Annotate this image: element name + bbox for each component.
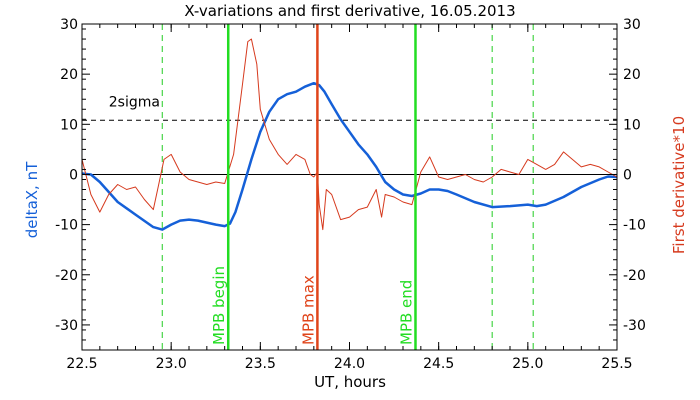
x-tick-label: 24.0	[334, 356, 365, 372]
x-tick-label: 25.0	[512, 356, 543, 372]
deltaX-series-line	[81, 81, 618, 231]
x-tick-label: 25.5	[601, 356, 632, 372]
y-tick-label-right: -10	[623, 218, 646, 234]
y-axis-right-label: First derivative*10	[670, 116, 688, 254]
y-tick-label-left: -30	[55, 318, 78, 334]
plot-area: 2sigma MPB begin MPB max MPB end	[81, 24, 618, 350]
mpb_begin-label: MPB begin	[210, 266, 228, 345]
y-tick-label-right: -20	[623, 268, 646, 284]
x-tick-label: 23.0	[156, 356, 187, 372]
y-tick-label-left: 0	[69, 167, 78, 183]
mpb_max-label: MPB max	[299, 275, 317, 345]
x-tick-label: 22.5	[66, 356, 97, 372]
chart-title: X-variations and first derivative, 16.05…	[184, 2, 515, 20]
y-tick-label-left: -10	[55, 218, 78, 234]
mpb_end-label: MPB end	[397, 280, 415, 345]
y-tick-label-left: 30	[60, 17, 78, 33]
x-tick-label: 23.5	[245, 356, 276, 372]
y-axis-left-label: deltaX, nT	[23, 161, 41, 238]
x-axis-label: UT, hours	[314, 373, 386, 391]
derivative-series-line	[81, 38, 618, 231]
y-tick-label-left: 10	[60, 117, 78, 133]
y-tick-label-right: 0	[623, 167, 632, 183]
axes: 22.5 23.0 23.5 24.0 24.5 25.0 25.5 -30 -30 -20 -20…	[55, 17, 646, 372]
y-tick-label-right: -30	[623, 318, 646, 334]
y-tick-label-left: 20	[60, 67, 78, 83]
y-tick-label-left: -20	[55, 268, 78, 284]
sigma-label: 2sigma	[109, 94, 160, 110]
x-tick-label: 24.5	[423, 356, 454, 372]
y-tick-label-right: 30	[623, 17, 641, 33]
y-tick-label-right: 20	[623, 67, 641, 83]
y-tick-label-right: 10	[623, 117, 641, 133]
